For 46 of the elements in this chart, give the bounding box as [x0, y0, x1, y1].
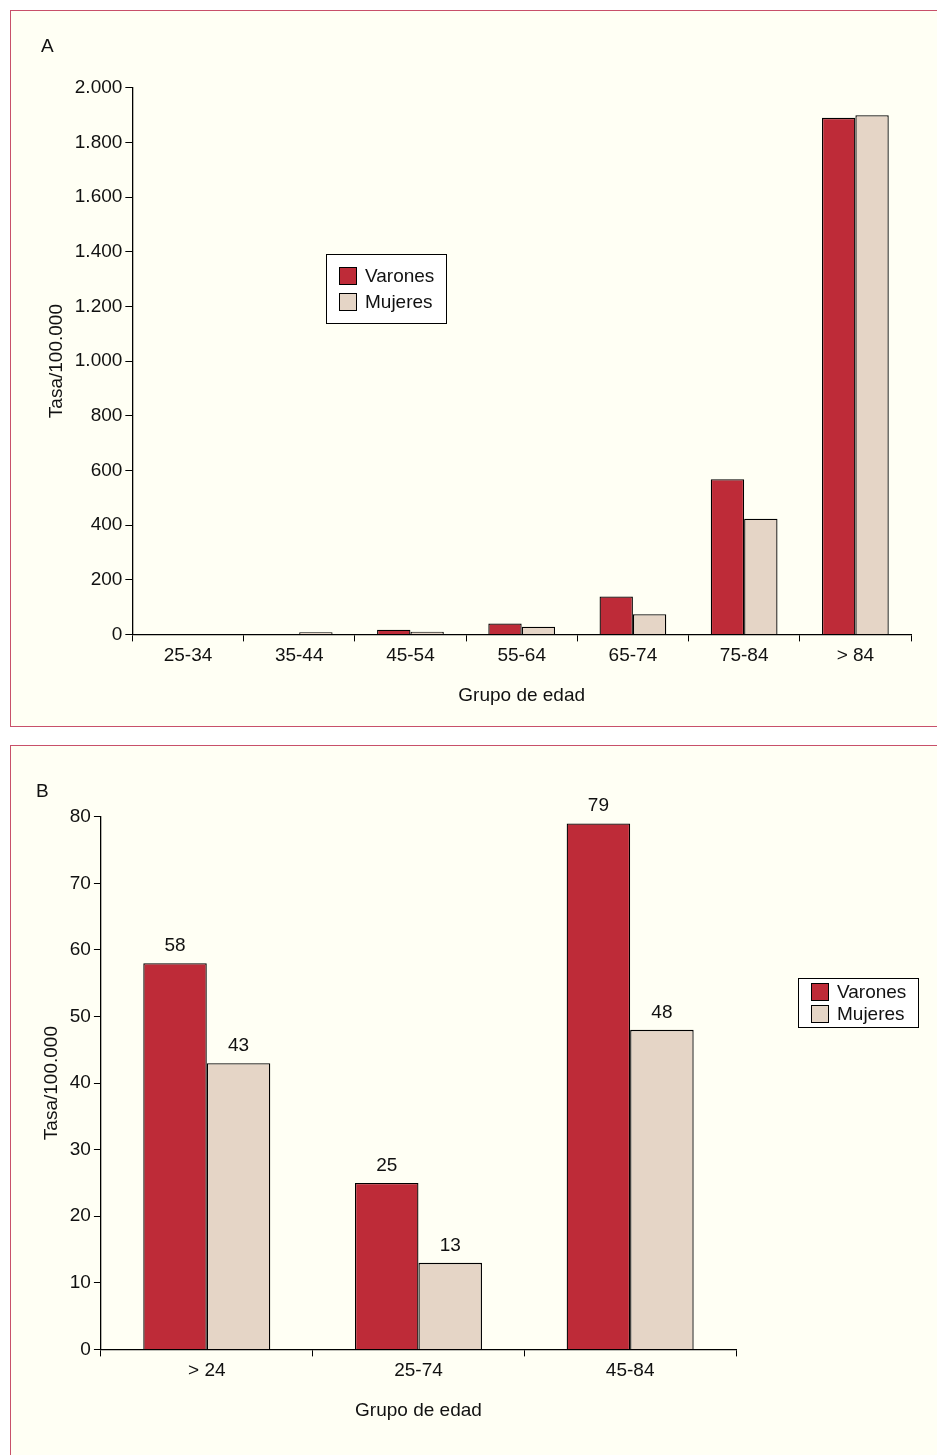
x-tick-label: > 24 — [188, 1359, 226, 1381]
legend-label: Varones — [365, 265, 435, 287]
x-tick-label: 55-64 — [497, 644, 547, 666]
y-tick-label: 200 — [90, 567, 123, 589]
y-tick-label: 0 — [111, 622, 123, 644]
y-tick-label: 30 — [69, 1137, 91, 1159]
data-label: 58 — [164, 934, 186, 955]
y-tick-label: 1.400 — [74, 240, 123, 262]
data-label: 13 — [439, 1233, 461, 1255]
x-tick-label: 45-54 — [386, 644, 436, 666]
x-tick-label: 75-84 — [719, 644, 769, 666]
legend-label: Varones — [837, 981, 907, 1003]
x-tick-label: 35-44 — [274, 644, 324, 666]
y-axis-title: Tasa/100.000 — [44, 304, 66, 419]
y-tick-label: 80 — [69, 805, 91, 827]
y-tick-label: 600 — [90, 458, 123, 480]
x-tick-label: 65-74 — [608, 644, 658, 666]
y-tick-label: 20 — [69, 1204, 91, 1226]
x-axis-title: Grupo de edad — [355, 1398, 482, 1420]
y-tick-label: 1.600 — [74, 185, 123, 207]
x-tick-label: 45-84 — [605, 1359, 655, 1381]
y-tick-label: 1.800 — [74, 130, 123, 152]
y-tick-label: 50 — [69, 1004, 91, 1026]
x-axis-title: Grupo de edad — [458, 683, 586, 705]
y-tick-label: 40 — [69, 1071, 91, 1093]
data-label: 43 — [227, 1033, 250, 1055]
data-label: 25 — [376, 1153, 398, 1175]
chart-title: B — [36, 779, 49, 801]
legend-label: Mujeres — [365, 291, 433, 313]
x-tick-label: 25-34 — [163, 644, 213, 666]
y-tick-label: 70 — [69, 871, 91, 893]
y-tick-label: 10 — [69, 1271, 91, 1293]
x-tick-label: 25-74 — [394, 1359, 444, 1381]
y-tick-label: 60 — [69, 938, 91, 960]
y-tick-label: 400 — [90, 513, 123, 535]
y-tick-label: 0 — [80, 1337, 91, 1359]
y-tick-label: 1.000 — [74, 349, 123, 371]
x-tick-label: > 84 — [836, 644, 875, 666]
y-tick-label: 1.200 — [74, 294, 123, 316]
y-tick-label: 800 — [90, 403, 123, 425]
data-label: 48 — [651, 1000, 673, 1022]
legend-label: Mujeres — [837, 1003, 905, 1025]
y-tick-label: 2.000 — [74, 76, 123, 98]
y-axis-title: Tasa/100.000 — [39, 1026, 61, 1141]
chart-title: A — [41, 34, 54, 56]
data-label: 79 — [587, 794, 609, 816]
